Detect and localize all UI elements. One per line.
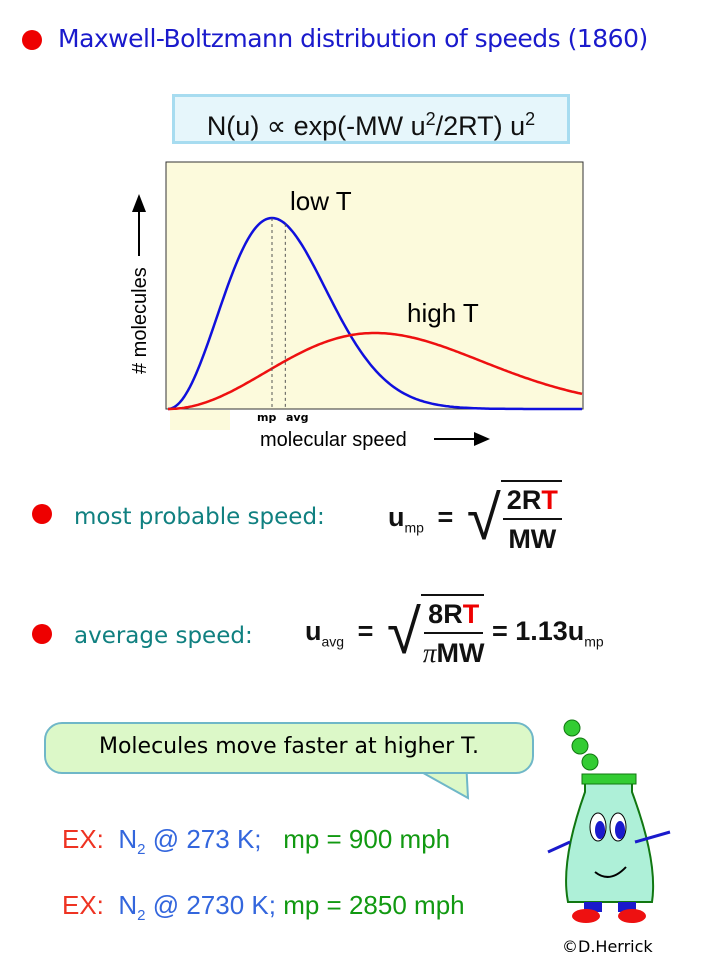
speed-distribution-chart: low T high T mp avg molecular speed # mo…: [129, 161, 584, 451]
x-axis-arrow-icon: [434, 432, 490, 446]
bullet-icon: [32, 504, 52, 524]
mp-marker-label: mp: [257, 411, 276, 424]
temperature-symbol: T: [541, 485, 558, 515]
slide-title: Maxwell-Boltzmann distribution of speeds…: [58, 24, 648, 53]
condition: @ 273 K;: [145, 824, 262, 854]
y-axis-label: # molecules: [129, 267, 151, 374]
plot-shadow: [170, 410, 230, 430]
most-probable-speed-formula: ump = √ 2RT MW: [388, 480, 562, 558]
bullet-icon: [32, 624, 52, 644]
avg-marker-label: avg: [286, 411, 308, 424]
subscript: 2: [137, 907, 146, 925]
series-line-low-t: [167, 216, 582, 411]
example-label: EX:: [62, 824, 104, 854]
series-label-high-t: high T: [407, 298, 479, 328]
example-row: EX: N2 @ 2730 K; mp = 2850 mph: [62, 890, 465, 924]
ratio-result: = 1.13u: [491, 616, 585, 647]
u-symbol: u: [388, 502, 405, 533]
example-row: EX: N2 @ 273 K; mp = 900 mph: [62, 824, 450, 858]
temperature-symbol: T: [462, 599, 480, 629]
average-speed-label: average speed:: [74, 623, 253, 649]
subscript: avg: [321, 633, 345, 650]
species: N: [118, 824, 138, 854]
denominator: MW: [508, 524, 557, 554]
formula-sup: 2: [525, 109, 536, 129]
formula-part: /2RT) u: [435, 111, 526, 141]
credit: ©D.Herrick: [562, 937, 653, 956]
denominator: MW: [436, 638, 485, 668]
condition: @ 2730 K;: [145, 890, 276, 920]
average-speed-formula: uavg = √ 8RT πMW = 1.13ump: [305, 594, 604, 672]
flask-character-icon: [547, 719, 671, 923]
subscript: 2: [137, 841, 146, 859]
example-label: EX:: [62, 890, 104, 920]
series-label-low-t: low T: [290, 186, 352, 216]
species: N: [118, 890, 138, 920]
speech-bubble: Molecules move faster at higher T.: [44, 722, 534, 774]
distribution-formula: N(u) ∝ exp(-MW u2/2RT) u2: [172, 94, 570, 144]
pi-symbol: π: [422, 638, 437, 668]
mp-value: mp = 900 mph: [283, 824, 451, 854]
y-axis-arrow-icon: [132, 194, 146, 256]
subscript: mp: [584, 633, 604, 650]
series-line-high-t: [168, 331, 583, 411]
most-probable-speed-label: most probable speed:: [74, 504, 325, 530]
u-symbol: u: [305, 616, 322, 647]
subscript: mp: [404, 519, 424, 536]
formula-part: N(u) ∝ exp(-MW u: [206, 111, 426, 141]
numerator: 2R: [506, 485, 542, 515]
formula-sup: 2: [425, 109, 436, 129]
x-axis-label: molecular speed: [260, 429, 407, 451]
numerator: 8R: [428, 599, 463, 629]
mp-value: mp = 2850 mph: [283, 890, 465, 920]
bullet-icon: [22, 30, 42, 50]
